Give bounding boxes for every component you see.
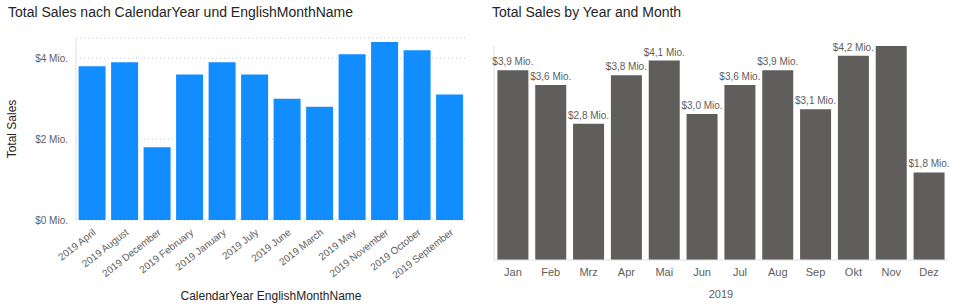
svg-text:Jul: Jul [733,266,747,278]
svg-text:Sep: Sep [806,266,826,278]
svg-text:2019 July: 2019 July [219,226,261,262]
svg-text:2019 August: 2019 August [79,226,131,270]
svg-text:2019 June: 2019 June [249,226,293,264]
svg-text:2019 October: 2019 October [368,226,423,273]
svg-text:$0 Mio.: $0 Mio. [35,215,68,226]
svg-text:2019 February: 2019 February [137,227,195,276]
svg-text:Mrz: Mrz [579,266,597,278]
svg-text:2019: 2019 [709,288,733,300]
svg-text:2019 May: 2019 May [316,226,358,263]
svg-text:Total Sales: Total Sales [8,100,19,159]
svg-text:$4,2 Mio.: $4,2 Mio. [833,42,874,53]
svg-text:2019 April: 2019 April [56,226,98,263]
svg-text:Jan: Jan [504,266,522,278]
svg-text:$3,8 Mio.: $3,8 Mio. [606,61,647,72]
svg-text:$4 Mio.: $4 Mio. [35,53,68,64]
html-text:Total Sales by Year and Month: Total Sales by Year and Month [492,4,682,20]
svg-text:$3,9 Mio.: $3,9 Mio. [492,56,533,67]
svg-text:Okt: Okt [845,266,862,278]
svg-text:$3,6 Mio.: $3,6 Mio. [530,71,571,82]
svg-text:Mai: Mai [655,266,673,278]
svg-text:$2,8 Mio.: $2,8 Mio. [568,110,609,121]
svg-text:$4,1 Mio.: $4,1 Mio. [644,47,685,58]
svg-text:2019 November: 2019 November [327,226,391,279]
svg-text:$3,0 Mio.: $3,0 Mio. [682,100,723,111]
svg-text:$2 Mio.: $2 Mio. [35,134,68,145]
svg-text:2019 January: 2019 January [173,227,228,273]
svg-text:Nov: Nov [881,266,901,278]
svg-text:CalendarYear EnglishMonthName: CalendarYear EnglishMonthName [181,289,362,303]
svg-text:2019 December: 2019 December [100,226,163,279]
svg-text:Dez: Dez [919,266,939,278]
svg-text:Aug: Aug [768,266,788,278]
svg-text:$3,9 Mio.: $3,9 Mio. [757,56,798,67]
html-text:Total Sales nach CalendarYear: Total Sales nach CalendarYear und Englis… [8,4,353,20]
svg-text:$3,6 Mio.: $3,6 Mio. [719,71,760,82]
svg-text:$1,8 Mio.: $1,8 Mio. [909,158,950,169]
svg-text:Feb: Feb [541,266,560,278]
svg-text:Apr: Apr [618,266,635,278]
svg-text:2019 September: 2019 September [390,226,456,281]
svg-text:$3,1 Mio.: $3,1 Mio. [795,95,836,106]
svg-text:2019 March: 2019 March [277,227,325,268]
svg-text:Jun: Jun [693,266,711,278]
